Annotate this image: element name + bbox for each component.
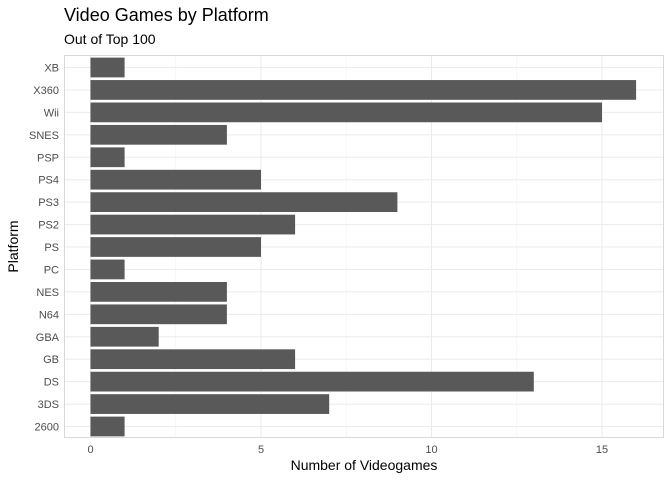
- y-tick-labels: XB X360 Wii SNES PSP PS4 PS3 PS2 PS PC NES N64 GBA GB…: [29, 63, 60, 434]
- bar-x360: [90, 80, 637, 100]
- y-tick-label: DS: [44, 377, 59, 389]
- bar-snes: [90, 124, 227, 145]
- bar-n64: [90, 304, 227, 325]
- x-tick-label: 15: [596, 444, 608, 456]
- bar-pc: [90, 259, 125, 280]
- bar-gb: [90, 349, 296, 370]
- y-tick-label: N64: [39, 309, 59, 321]
- x-tick-labels: 0 5 10 15: [87, 444, 608, 456]
- y-tick-label: PS2: [38, 220, 59, 232]
- x-axis-title: Number of Videogames: [291, 457, 438, 473]
- bar-3ds: [90, 394, 330, 414]
- y-axis-title: Platform: [5, 220, 21, 272]
- y-tick-label: X360: [33, 85, 59, 97]
- x-tick-label: 5: [258, 444, 264, 456]
- bar-2600: [90, 416, 125, 437]
- bar-wii: [90, 102, 602, 123]
- y-tick-label: NES: [36, 287, 59, 299]
- y-tick-label: XB: [44, 63, 59, 75]
- chart-subtitle: Out of Top 100: [64, 31, 156, 47]
- chart-title: Video Games by Platform: [64, 5, 269, 25]
- y-tick-label: GB: [43, 354, 59, 366]
- y-tick-label: PS3: [38, 197, 59, 209]
- y-tick-label: 3DS: [38, 399, 59, 411]
- y-tick-label: Wii: [44, 107, 59, 119]
- y-tick-label: SNES: [29, 130, 59, 142]
- bar-psp: [90, 147, 125, 168]
- bar-ps2: [90, 214, 296, 235]
- bars: [90, 57, 637, 437]
- bar-nes: [90, 282, 227, 302]
- panel-border: [64, 55, 664, 438]
- bar-ps: [90, 237, 261, 257]
- y-tick-label: PS: [44, 242, 59, 254]
- bar-ds: [90, 371, 534, 392]
- x-tick-label: 10: [425, 444, 437, 456]
- x-tick-label: 0: [87, 444, 93, 456]
- bar-ps4: [90, 169, 261, 190]
- y-tick-label: 2600: [35, 422, 59, 434]
- y-tick-label: GBA: [36, 332, 60, 344]
- y-tick-label: PS4: [38, 175, 59, 187]
- bar-ps3: [90, 192, 398, 212]
- y-tick-label: PC: [44, 264, 59, 276]
- bar-gba: [90, 326, 159, 347]
- y-tick-label: PSP: [37, 152, 59, 164]
- bar-xb: [90, 57, 125, 78]
